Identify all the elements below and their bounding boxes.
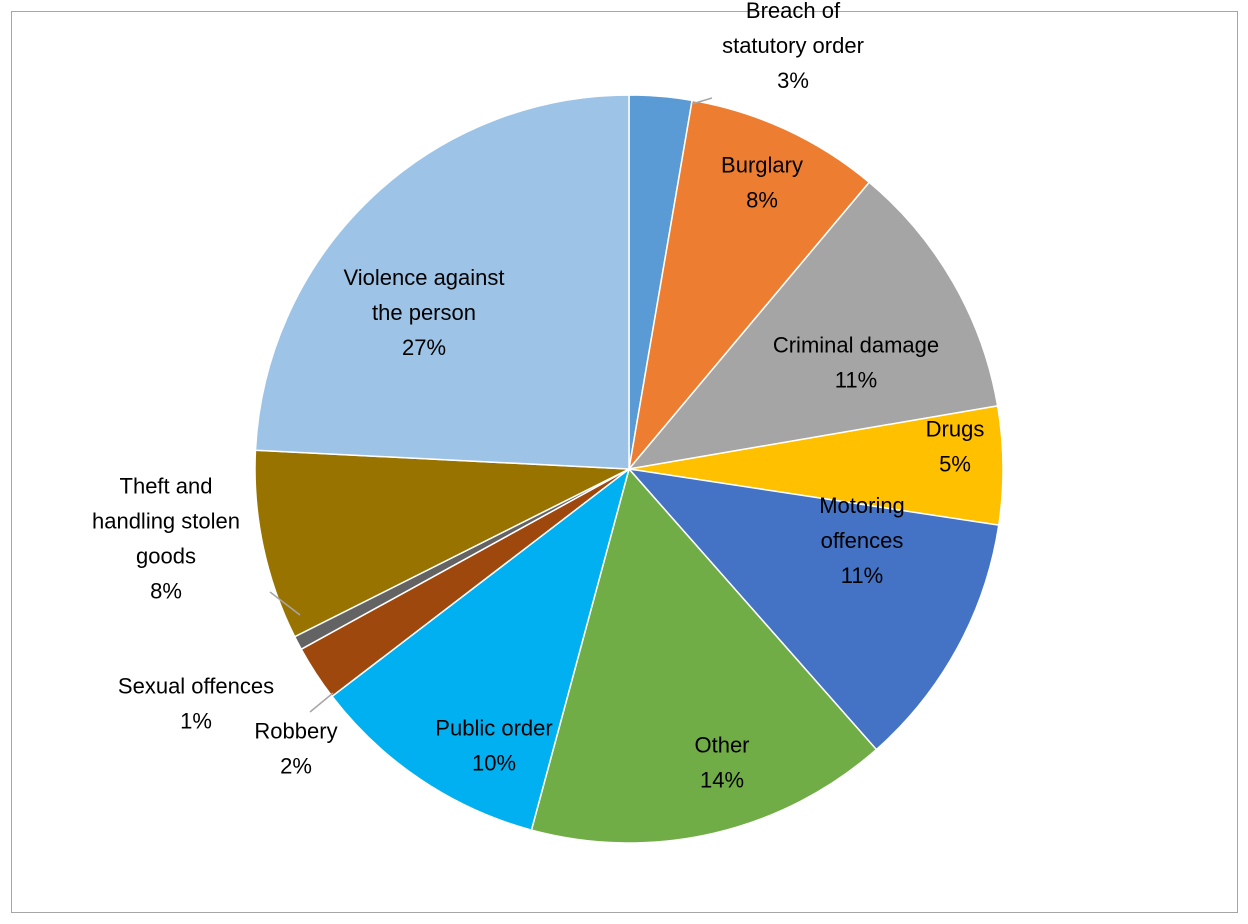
leader-line-sexual-offences <box>309 692 334 713</box>
slice-motoring-offences <box>627 467 1000 751</box>
label-sexual-offences: Sexual offences 1% <box>118 674 274 734</box>
leader-lines <box>269 97 713 713</box>
slice-theft-and-handling-stolen-goods <box>254 449 632 638</box>
data-labels: Breach of statutory order 3% Burglary 8% Crim… <box>92 0 984 793</box>
label-motoring-offences: Motoring offences 11% <box>819 493 905 588</box>
label-theft-and-handling-stolen-goods: Theft and handling stolen goods 8% <box>92 474 240 604</box>
label-criminal-damage: Criminal damage 11% <box>773 333 939 393</box>
label-robbery: Robbery 2% <box>254 719 337 779</box>
leader-line-theft-and-handling-stolen-goods <box>269 591 301 616</box>
label-burglary: Burglary 8% <box>721 153 803 213</box>
label-other: Other 14% <box>694 733 749 793</box>
slice-other <box>530 467 878 844</box>
label-breach-of-statutory-order: Breach of statutory order 3% <box>722 0 864 93</box>
leader-line-breach-of-statutory-order <box>691 97 713 105</box>
slice-burglary <box>627 99 871 472</box>
slice-public-order <box>330 467 631 831</box>
label-drugs: Drugs 5% <box>926 417 985 477</box>
slice-criminal-damage <box>627 181 999 471</box>
pie-slices <box>254 94 1004 844</box>
label-public-order: Public order 10% <box>435 716 552 776</box>
label-violence-against-the-person: Violence against the person 27% <box>343 265 504 360</box>
slice-violence-against-the-person <box>254 94 630 470</box>
